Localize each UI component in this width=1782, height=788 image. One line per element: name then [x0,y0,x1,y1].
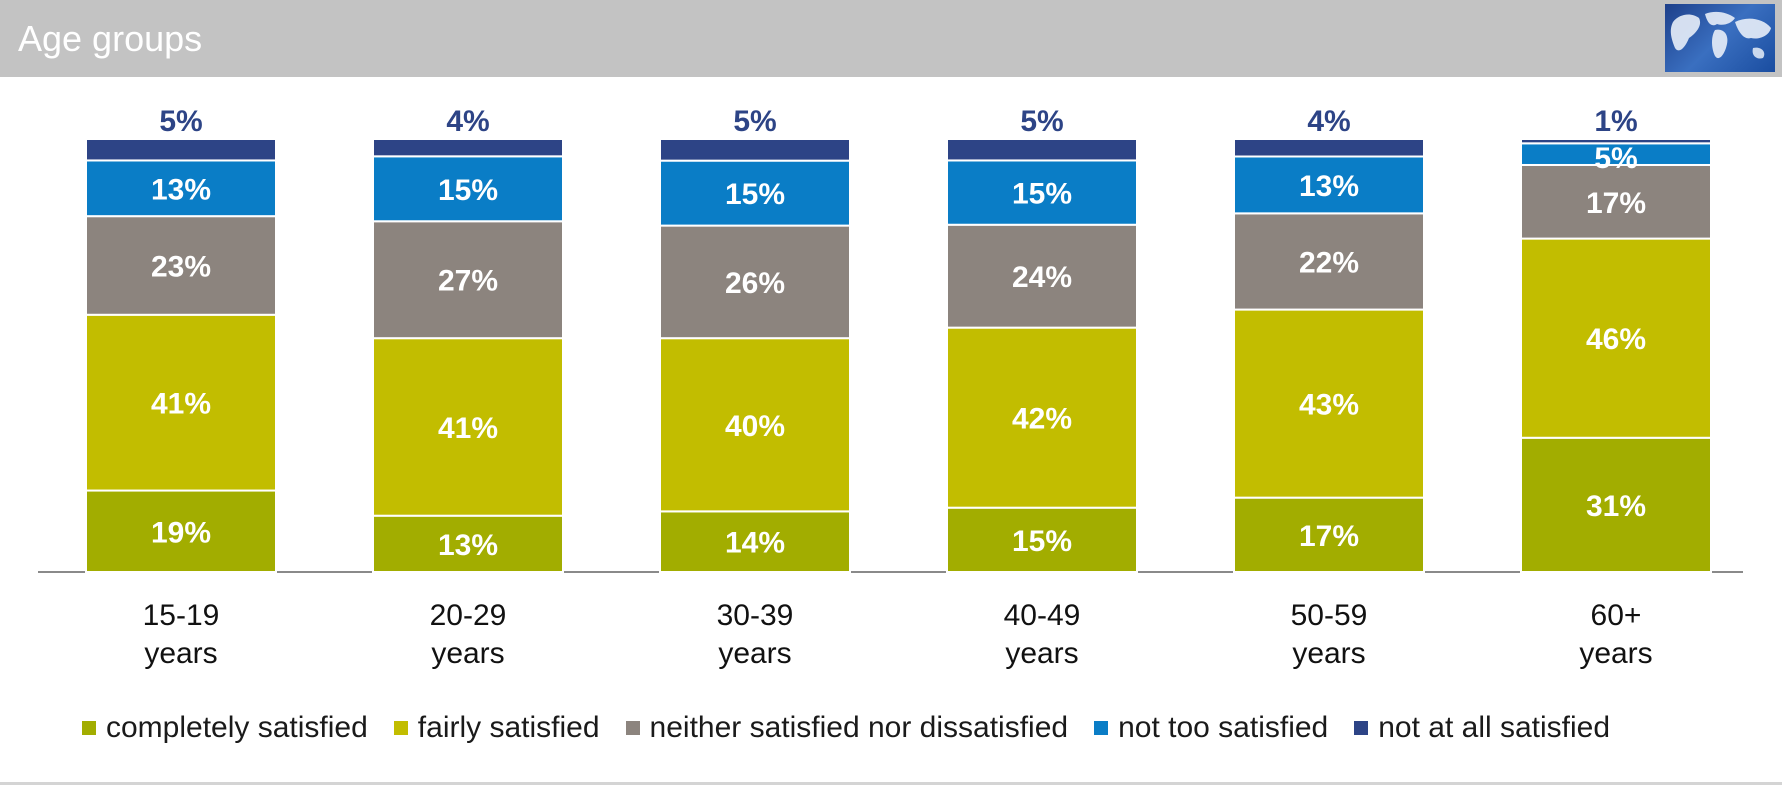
legend-swatch [82,721,96,735]
x-tick-label: years [1579,637,1652,670]
data-label: 17% [1586,187,1646,220]
legend-item: not at all satisfied [1354,711,1610,745]
data-label: 5% [1020,105,1063,138]
data-label: 22% [1299,246,1359,279]
bar-segment [372,220,564,340]
data-label: 40% [725,410,785,443]
bar-segment [1233,496,1425,573]
data-label: 41% [438,412,498,445]
data-label: 17% [1299,520,1359,553]
bar-segment [659,224,851,340]
x-tick-label: 30-39 [717,599,794,632]
data-label: 5% [159,105,202,138]
legend-label: not at all satisfied [1378,711,1611,744]
data-label: 13% [151,173,211,206]
data-label: 31% [1586,490,1646,523]
x-tick-label: 15-19 [143,599,220,632]
legend-label: neither satisfied nor dissatisfied [649,711,1069,744]
bar-segment [1520,138,1712,145]
data-label: 43% [1299,389,1359,422]
data-label: 5% [1594,142,1637,175]
x-tick-label: years [144,637,217,670]
legend-item: completely satisfied [82,711,368,745]
legend-item: not too satisfied [1094,711,1328,745]
bar-segment [659,138,851,162]
x-tick-label: years [1292,637,1365,670]
x-tick-label: years [718,637,791,670]
data-label: 23% [151,250,211,283]
x-tick-label: 20-29 [430,599,507,632]
bar-segment [659,337,851,513]
data-label: 15% [1012,178,1072,211]
data-label: 26% [725,267,785,300]
data-label: 42% [1012,403,1072,436]
legend-item: neither satisfied nor dissatisfied [625,711,1069,745]
bar-segment [946,326,1138,509]
bar-segment [659,510,851,574]
bar-segment [372,155,564,223]
data-label: 4% [446,105,489,138]
data-label: 15% [1012,525,1072,558]
bar-segment [372,514,564,573]
data-label: 5% [733,105,776,138]
x-tick-label: years [431,637,504,670]
data-label: 41% [151,388,211,421]
data-label: 27% [438,265,498,298]
bar-segment [1233,308,1425,499]
data-label: 19% [151,516,211,549]
bar-segment [1233,212,1425,311]
bar-segment [1520,436,1712,573]
bar-segment [946,159,1138,226]
legend-swatch [1354,721,1369,735]
bar-segment [1233,155,1425,215]
legend-swatch [1094,721,1109,735]
chart-legend: completely satisfied fairly satisfied neit… [82,708,1636,748]
data-label: 4% [1307,105,1350,138]
legend-item: fairly satisfied [393,711,600,745]
stacked-bar-chart: 19% 41% 23% 13% 5% 15-19 years 13% 41% 27% 15% 4% 20… [38,105,1743,670]
legend-label: not too satisfied [1118,711,1329,744]
data-label: 1% [1594,105,1637,138]
bar-segment [85,313,277,492]
legend-label: completely satisfied [106,711,368,744]
globe-logo-icon [1665,4,1775,72]
legend-label: fairly satisfied [417,711,600,744]
bar-segment [946,138,1138,162]
bar-segment [659,159,851,227]
legend-swatch [393,721,408,735]
bar-segment [1520,163,1712,240]
bar-segment [1520,237,1712,439]
bar-segment [85,489,277,573]
x-tick-label: 50-59 [1291,599,1368,632]
data-label: 15% [438,174,498,207]
bar-segment [1233,138,1425,158]
data-label: 13% [438,529,498,562]
legend-swatch [625,721,640,735]
data-label: 24% [1012,261,1072,294]
x-tick-label: 60+ [1591,599,1642,632]
bar-segment [946,506,1138,573]
data-label: 46% [1586,323,1646,356]
bar-segment [372,337,564,517]
data-label: 13% [1299,170,1359,203]
bottom-divider [0,782,1782,785]
data-label: 15% [725,178,785,211]
bar-segment [372,138,564,158]
bar-segment [85,159,277,218]
data-label: 14% [725,527,785,560]
x-tick-label: years [1005,637,1078,670]
x-tick-label: 40-49 [1004,599,1081,632]
header-bar: Age groups [0,0,1782,77]
page-title: Age groups [18,18,203,59]
bar-segment [85,138,277,162]
bar-segment [946,223,1138,329]
